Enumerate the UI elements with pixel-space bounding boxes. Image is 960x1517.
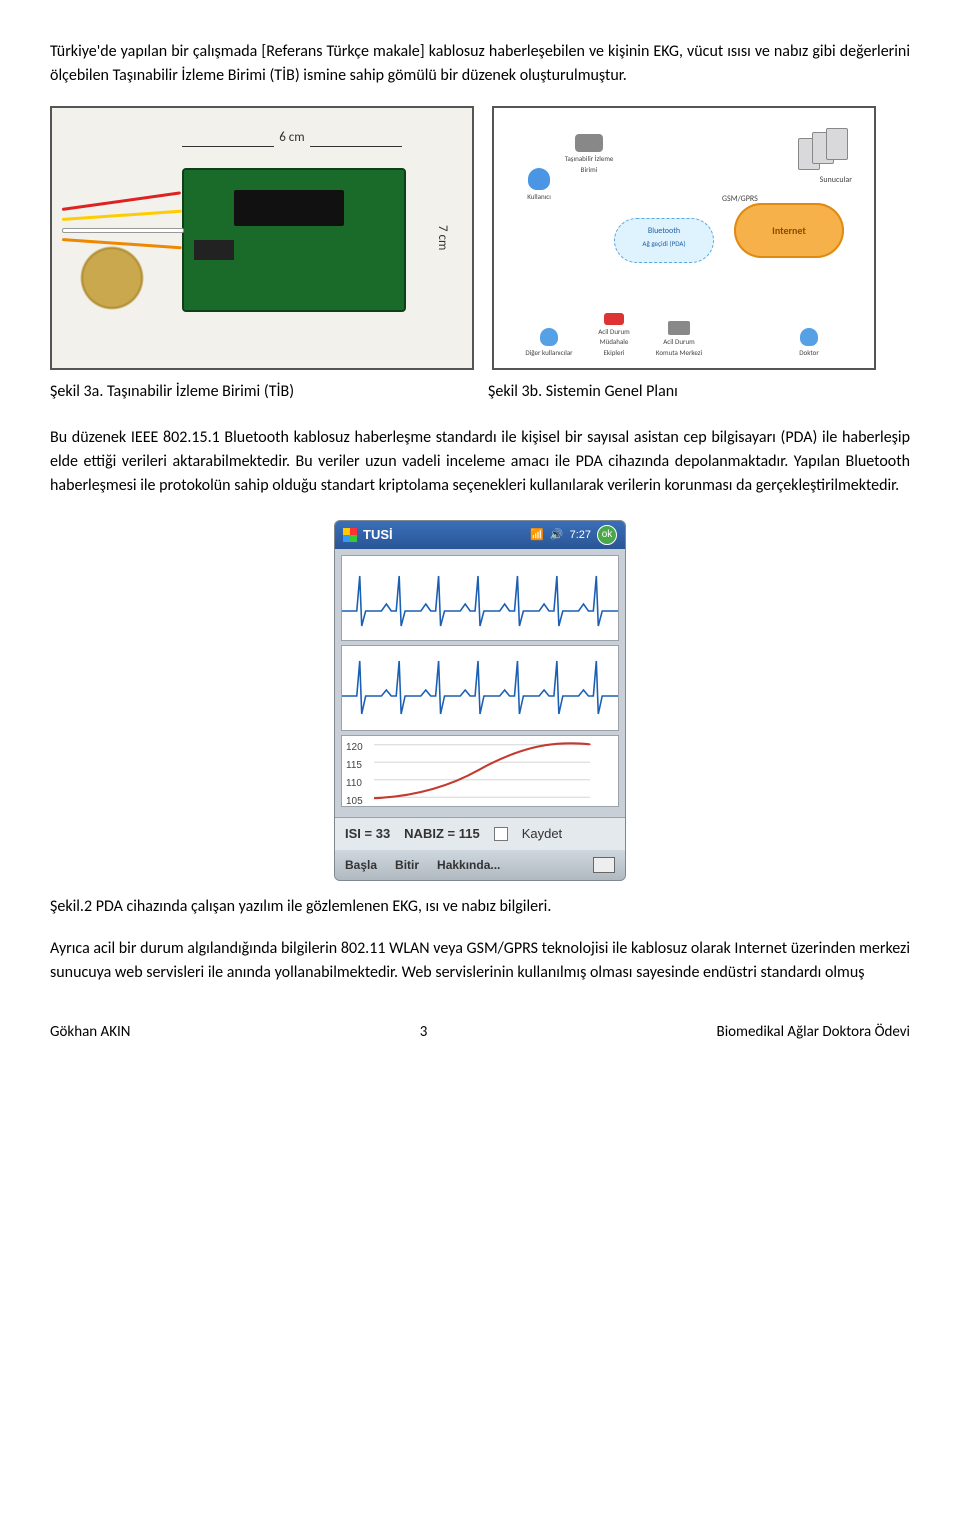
pda-figure: TUSİ 📶 🔊 7:27 ok 120 115 (50, 520, 910, 881)
dim-vertical: 7 cm (432, 168, 452, 308)
ok-button[interactable]: ok (597, 525, 617, 545)
isi-value: ISI = 33 (345, 824, 390, 844)
nabiz-chart: 120 115 110 105 (341, 735, 619, 807)
node-other-users: Diğer kullanıcılar (524, 328, 574, 359)
kaydet-label: Kaydet (522, 824, 562, 844)
caption-3a: Şekil 3a. Taşınabilir İzleme Birimi (TİB… (50, 380, 488, 404)
pda-app-title: TUSİ (363, 525, 393, 545)
node-doctor: Doktor (784, 328, 834, 359)
win-flag-icon (343, 528, 357, 542)
footer-page: 3 (420, 1021, 428, 1044)
btn-hakkinda[interactable]: Hakkında... (437, 856, 500, 874)
figure-3a: 6 cm 7 cm (50, 106, 474, 370)
body-paragraph: Bu düzenek IEEE 802.15.1 Bluetooth kablo… (50, 426, 910, 498)
figure3-row: 6 cm 7 cm Taşınabilir İzleme Birimi Kull… (50, 106, 910, 370)
volume-icon: 🔊 (550, 527, 564, 544)
pda-status-bar: ISI = 33 NABIZ = 115 Kaydet (335, 817, 625, 850)
footer-author: Gökhan AKIN (50, 1021, 130, 1044)
gateway-cloud: Bluetooth Ağ geçidi (PDA) (614, 218, 714, 263)
ekg-chart-2 (341, 645, 619, 731)
ekg-chart-1 (341, 555, 619, 641)
figure-3b: Taşınabilir İzleme Birimi Kullanıcı Blue… (492, 106, 876, 370)
internet-cloud: Internet (734, 203, 844, 258)
btn-bitir[interactable]: Bitir (395, 856, 419, 874)
end-paragraph: Ayrıca acil bir durum algılandığında bil… (50, 937, 910, 985)
pda-time: 7:27 (570, 527, 591, 544)
footer-title: Biomedikal Ağlar Doktora Ödevi (717, 1021, 910, 1044)
gsm-label: GSM/GPRS (722, 193, 758, 205)
node-emergency-team: Acil Durum Müdahale Ekipleri (589, 313, 639, 359)
signal-icon: 📶 (530, 527, 544, 544)
node-user: Kullanıcı (514, 168, 564, 203)
caption-3b: Şekil 3b. Sistemin Genel Planı (488, 380, 910, 404)
dim-horizontal: 6 cm (182, 128, 402, 148)
servers-icon (798, 128, 846, 174)
keyboard-icon[interactable] (593, 857, 615, 873)
btn-basla[interactable]: Başla (345, 856, 377, 874)
kaydet-checkbox[interactable] (494, 827, 508, 841)
pda-footer: Başla Bitir Hakkında... (335, 850, 625, 880)
pda-caption: Şekil.2 PDA cihazında çalışan yazılım il… (50, 895, 910, 919)
node-command-center: Acil Durum Komuta Merkezi (654, 321, 704, 358)
intro-paragraph: Türkiye'de yapılan bir çalışmada [Refera… (50, 40, 910, 88)
pda-titlebar: TUSİ 📶 🔊 7:27 ok (335, 521, 625, 549)
nabiz-value: NABIZ = 115 (404, 824, 480, 844)
servers-label: Sunucular (820, 174, 852, 186)
figure3-captions: Şekil 3a. Taşınabilir İzleme Birimi (TİB… (50, 380, 910, 404)
page-footer: Gökhan AKIN 3 Biomedikal Ağlar Doktora Ö… (50, 1021, 910, 1044)
node-tib: Taşınabilir İzleme Birimi (564, 134, 614, 175)
